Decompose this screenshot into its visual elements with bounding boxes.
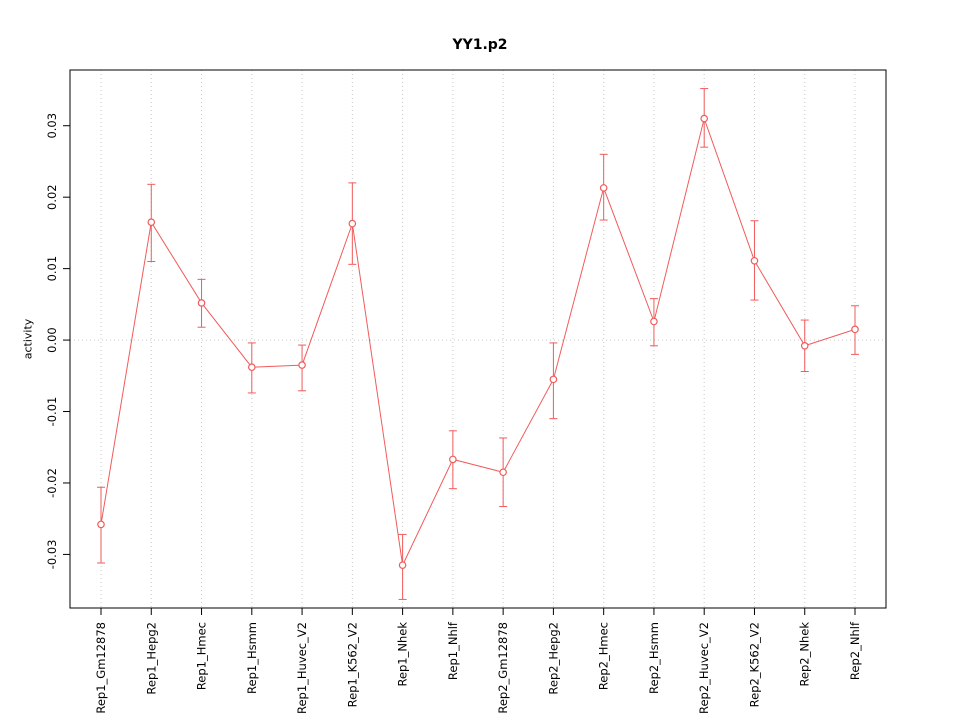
x-tick-label: Rep1_K562_V2: [345, 622, 359, 707]
data-point: [549, 375, 558, 384]
data-point: [499, 468, 507, 477]
data-point: [851, 325, 859, 334]
data-point: [248, 363, 256, 372]
y-tick-label: 0.03: [45, 113, 59, 139]
x-tick-label: Rep2_Hepg2: [546, 622, 560, 695]
x-tick-label: Rep1_Hepg2: [144, 622, 158, 695]
chart-title: YY1.p2: [452, 37, 508, 53]
x-tick-label: Rep1_Hmec: [195, 622, 209, 690]
data-point: [449, 455, 457, 464]
data-point: [298, 361, 306, 369]
y-tick-label: 0.00: [45, 327, 59, 353]
x-tick-label: Rep2_K562_V2: [747, 622, 761, 707]
x-tick-label: Rep2_Hsmm: [647, 622, 661, 694]
plot-border: [69, 69, 887, 609]
data-point: [750, 256, 759, 265]
x-tick-label: Rep2_Huvec_V2: [697, 622, 711, 714]
x-tick-label: Rep2_Nhek: [798, 622, 812, 687]
y-tick-label: -0.02: [45, 468, 59, 498]
data-point: [147, 218, 156, 226]
data-point: [599, 184, 608, 192]
x-tick-label: Rep1_Nhlf: [446, 621, 460, 680]
x-tick-label: Rep1_Huvec_V2: [295, 622, 309, 714]
x-tick-label: Rep1_Hsmm: [245, 622, 259, 694]
data-point: [650, 317, 658, 326]
y-tick-label: -0.01: [45, 397, 59, 427]
data-point: [800, 341, 809, 350]
data-point: [700, 114, 709, 123]
x-tick-label: Rep2_Nhlf: [848, 621, 862, 680]
x-tick-label: Rep1_Gm12878: [94, 622, 108, 714]
series-line: [100, 116, 856, 567]
y-tick-label: 0.01: [45, 256, 59, 282]
x-tick-label: Rep1_Nhek: [396, 622, 410, 687]
y-tick-label: -0.03: [45, 540, 59, 570]
data-point: [398, 561, 407, 569]
data-point: [97, 520, 105, 529]
data-point: [197, 299, 206, 307]
data-point: [348, 219, 357, 228]
x-tick-label: Rep2_Hmec: [597, 622, 611, 690]
x-tick-label: Rep2_Gm12878: [496, 622, 510, 714]
y-tick-label: 0.02: [45, 184, 59, 210]
